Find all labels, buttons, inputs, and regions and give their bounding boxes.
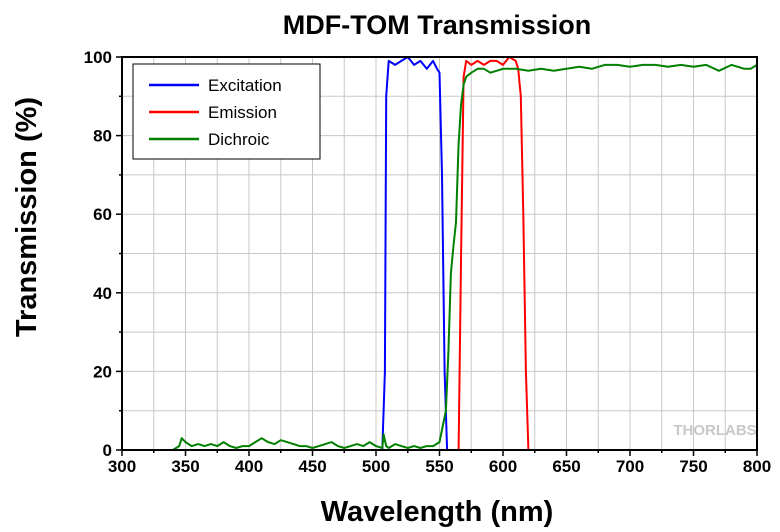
series-line-emission (122, 56, 757, 451)
x-tick-label: 500 (362, 457, 390, 476)
ticks: 300 350 400 450 500 550 600 650 700 750 800 0 20 40 60… (84, 48, 772, 476)
series-line-dichroic (122, 63, 758, 451)
x-tick-label: 750 (679, 457, 707, 476)
x-axis-label: Wavelength (nm) (321, 496, 554, 528)
x-tick-label: 300 (108, 457, 136, 476)
series-line-excitation (122, 56, 757, 451)
y-tick-label: 0 (103, 441, 112, 460)
y-tick-label: 100 (84, 48, 112, 67)
y-tick-label: 60 (93, 205, 112, 224)
x-tick-label: 350 (171, 457, 199, 476)
x-tick-label: 450 (298, 457, 326, 476)
x-tick-label: 600 (489, 457, 517, 476)
x-tick-label: 700 (616, 457, 644, 476)
legend-label-dichroic: Dichroic (208, 130, 270, 149)
legend-label-excitation: Excitation (208, 76, 282, 95)
legend-label-emission: Emission (208, 103, 277, 122)
y-tick-label: 40 (93, 284, 112, 303)
y-tick-label: 80 (93, 127, 112, 146)
y-tick-label: 20 (93, 362, 112, 381)
x-tick-label: 400 (235, 457, 263, 476)
y-axis-label: Transmission (%) (11, 97, 43, 337)
x-tick-label: 650 (552, 457, 580, 476)
legend: Excitation Emission Dichroic (132, 63, 321, 160)
thorlabs-watermark: THORLABS (673, 422, 756, 439)
series-group (122, 56, 758, 451)
x-tick-label: 550 (425, 457, 453, 476)
x-tick-label: 800 (743, 457, 771, 476)
chart-title: MDF-TOM Transmission (283, 10, 592, 40)
